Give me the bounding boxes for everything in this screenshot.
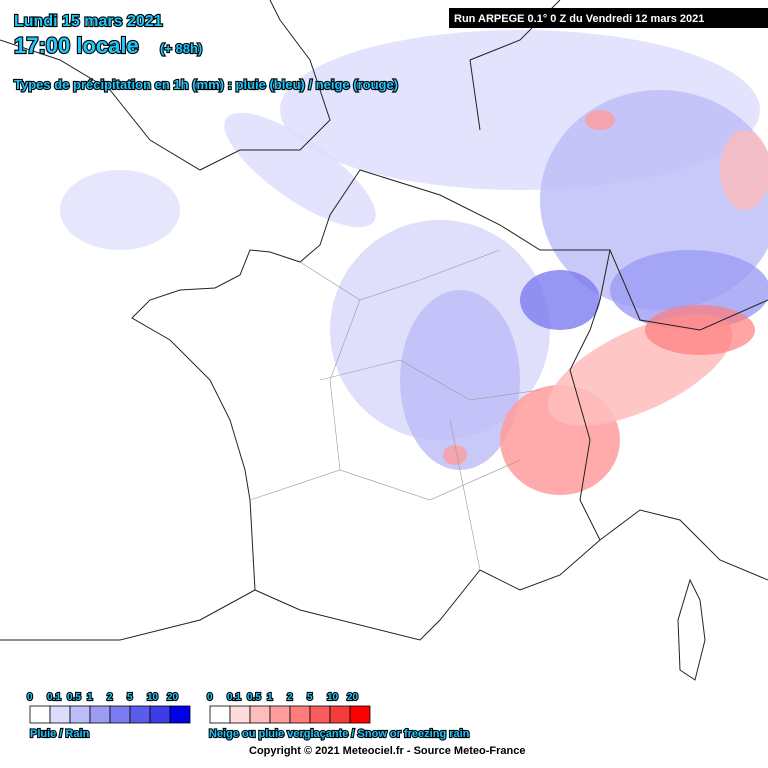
legend-swatch — [29, 705, 51, 724]
date: Lundi 15 mars 2021 — [14, 13, 163, 30]
subtitle: Types de précipitation en 1h (mm) : plui… — [14, 77, 398, 92]
legend-swatch — [309, 705, 331, 724]
legend-label: 0 — [207, 692, 213, 703]
legend-swatch — [169, 705, 191, 724]
legend-label: 0.5 — [247, 692, 261, 703]
legend-swatch — [149, 705, 171, 724]
legend-swatch — [129, 705, 151, 724]
legend-label: 0.1 — [47, 692, 61, 703]
legend-swatch — [109, 705, 131, 724]
legend-label: 0.5 — [67, 692, 81, 703]
legend-label: 2 — [287, 692, 293, 703]
legend-swatch — [89, 705, 111, 724]
snow-legend-title: Neige ou pluie verglaçante / Snow or fre… — [209, 728, 470, 740]
legend-label: 2 — [107, 692, 113, 703]
rain-legend-title: Pluie / Rain — [30, 728, 90, 740]
time: 17:00 locale — [14, 33, 139, 58]
legend-label: 1 — [267, 692, 273, 703]
coastlines — [0, 0, 768, 681]
legend-swatch — [269, 705, 291, 724]
legend-swatch — [289, 705, 311, 724]
precipitation — [60, 30, 768, 495]
lead-time: (+ 88h) — [160, 41, 202, 56]
legend-label: 10 — [327, 692, 339, 703]
run-banner — [449, 8, 768, 28]
legend-swatch — [349, 705, 371, 724]
copyright: Copyright © 2021 Meteociel.fr - Source M… — [249, 745, 525, 757]
legend-swatch — [49, 705, 71, 724]
legend-label: 0.1 — [227, 692, 241, 703]
run-info: Run ARPEGE 0.1° 0 Z du Vendredi 12 mars … — [454, 13, 704, 25]
legend-label: 1 — [87, 692, 93, 703]
legend-swatch — [209, 705, 231, 724]
legend-label: 20 — [167, 692, 179, 703]
legend-label: 0 — [27, 692, 33, 703]
legend-label: 5 — [127, 692, 133, 703]
legend-swatch — [229, 705, 251, 724]
legend-label: 5 — [307, 692, 313, 703]
legend-label: 10 — [147, 692, 159, 703]
legend-swatch — [249, 705, 271, 724]
legend-swatch — [69, 705, 91, 724]
legend-swatch — [329, 705, 351, 724]
legend-label: 20 — [347, 692, 359, 703]
